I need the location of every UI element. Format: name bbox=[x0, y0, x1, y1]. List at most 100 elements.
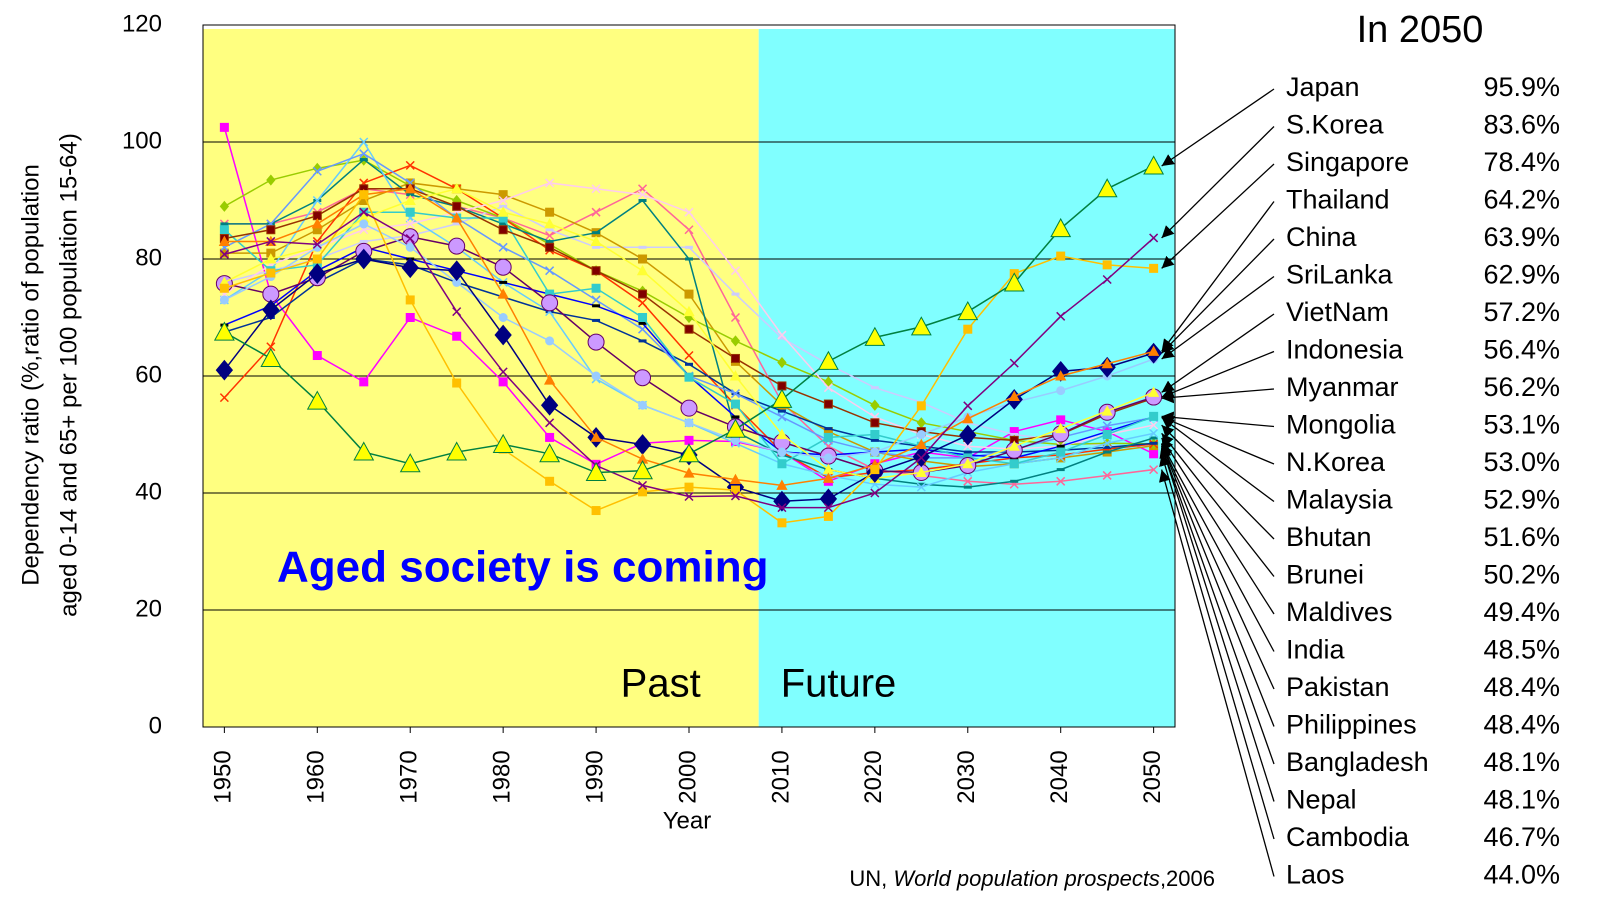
marker bbox=[776, 428, 788, 439]
marker bbox=[638, 190, 648, 200]
marker bbox=[1003, 272, 1025, 292]
marker bbox=[405, 233, 415, 244]
marker bbox=[312, 351, 322, 361]
marker bbox=[498, 313, 508, 322]
marker bbox=[498, 367, 508, 377]
marker bbox=[870, 399, 880, 411]
marker bbox=[634, 369, 652, 387]
marker bbox=[494, 258, 512, 276]
marker bbox=[215, 359, 234, 381]
marker bbox=[1149, 465, 1159, 475]
marker bbox=[1056, 415, 1066, 425]
marker bbox=[220, 222, 229, 226]
legend-name: S.Korea bbox=[1286, 110, 1385, 140]
marker bbox=[638, 487, 648, 497]
marker bbox=[684, 418, 694, 428]
legend-value: 95.9% bbox=[1483, 72, 1560, 102]
marker bbox=[405, 160, 415, 170]
marker bbox=[353, 441, 375, 461]
marker bbox=[773, 490, 791, 512]
legend-value: 52.9% bbox=[1483, 485, 1560, 515]
y-axis-title: Dependency ratio (%,ratio of population bbox=[17, 164, 44, 586]
marker bbox=[312, 242, 322, 252]
legend-arrow bbox=[1159, 453, 1275, 840]
marker bbox=[219, 225, 229, 235]
legend-value: 48.5% bbox=[1483, 635, 1560, 665]
legend-value: 49.4% bbox=[1483, 597, 1560, 627]
marker bbox=[1149, 441, 1158, 445]
series bbox=[213, 155, 1165, 482]
marker bbox=[446, 441, 468, 461]
marker bbox=[492, 433, 514, 453]
marker bbox=[405, 242, 415, 252]
marker bbox=[494, 324, 512, 346]
marker bbox=[1101, 405, 1113, 416]
marker bbox=[545, 178, 555, 188]
legend-name: Singapore bbox=[1286, 147, 1409, 177]
marker bbox=[591, 184, 601, 194]
marker bbox=[678, 443, 700, 463]
legend-name: Japan bbox=[1286, 72, 1360, 102]
marker bbox=[685, 362, 693, 366]
marker bbox=[822, 472, 835, 483]
marker bbox=[1056, 311, 1066, 321]
y-axis-title: aged 0-14 and 65+ per 100 population 15-… bbox=[55, 133, 82, 617]
marker bbox=[963, 450, 972, 454]
marker bbox=[539, 443, 561, 463]
marker bbox=[817, 350, 839, 370]
x-tick-label: 1980 bbox=[488, 750, 515, 803]
marker bbox=[870, 465, 880, 475]
marker bbox=[684, 491, 694, 502]
marker bbox=[684, 289, 694, 299]
marker bbox=[684, 207, 694, 217]
marker bbox=[266, 225, 276, 235]
legend-value: 46.7% bbox=[1483, 822, 1560, 852]
marker bbox=[591, 266, 601, 276]
marker bbox=[545, 242, 555, 252]
marker bbox=[731, 292, 740, 296]
marker bbox=[404, 182, 416, 194]
region-label: Past bbox=[621, 662, 701, 706]
marker bbox=[359, 207, 369, 217]
marker bbox=[1056, 386, 1066, 396]
marker bbox=[823, 453, 833, 463]
marker bbox=[1102, 438, 1112, 448]
marker bbox=[916, 430, 926, 439]
marker bbox=[1102, 421, 1112, 431]
legend-name: Thailand bbox=[1286, 185, 1390, 215]
marker bbox=[591, 283, 601, 293]
marker bbox=[777, 356, 787, 369]
source: UN, World population prospects,2006 bbox=[849, 866, 1215, 891]
marker bbox=[359, 239, 368, 243]
marker bbox=[545, 336, 555, 346]
plot-lines bbox=[213, 122, 1165, 528]
x-axis-title: Year bbox=[663, 807, 712, 834]
marker bbox=[915, 466, 927, 478]
marker bbox=[265, 253, 277, 264]
marker bbox=[359, 149, 369, 159]
marker bbox=[638, 254, 648, 264]
marker bbox=[587, 333, 605, 351]
x-tick-label: 1960 bbox=[303, 750, 330, 803]
marker bbox=[448, 237, 466, 255]
marker bbox=[959, 424, 977, 446]
marker bbox=[870, 418, 880, 428]
x-tick-label: 1970 bbox=[396, 750, 423, 803]
marker bbox=[312, 166, 322, 176]
marker bbox=[592, 318, 601, 322]
marker bbox=[591, 371, 601, 381]
marker bbox=[777, 518, 787, 528]
marker bbox=[684, 482, 694, 492]
marker bbox=[638, 339, 647, 343]
x-tick-label: 1990 bbox=[581, 750, 608, 803]
legend-value: 56.2% bbox=[1483, 372, 1560, 402]
legend-value: 48.4% bbox=[1483, 672, 1560, 702]
legend-value: 62.9% bbox=[1483, 260, 1560, 290]
y-tick-label: 100 bbox=[122, 127, 162, 154]
marker bbox=[452, 307, 462, 317]
marker bbox=[1056, 251, 1066, 261]
legend-value: 53.0% bbox=[1483, 447, 1560, 477]
legend-name: Laos bbox=[1286, 860, 1345, 890]
marker bbox=[962, 457, 974, 469]
marker bbox=[777, 336, 786, 340]
